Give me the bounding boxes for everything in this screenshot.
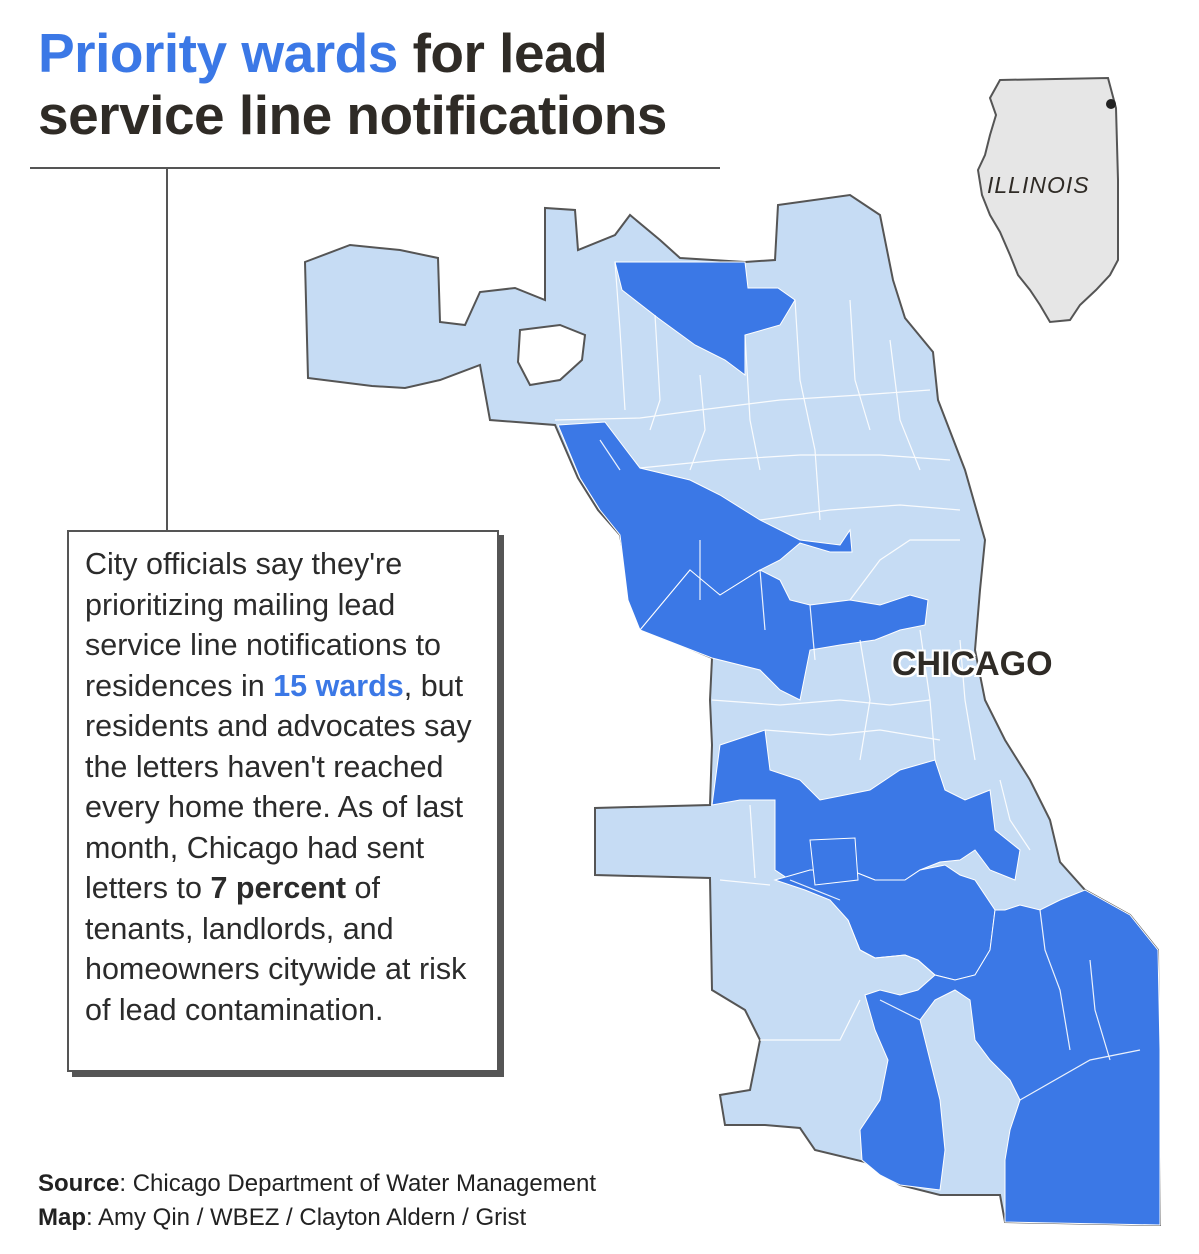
callout-leader-line [166,168,168,530]
title-divider [30,167,720,169]
page-title: Priority wards for lead service line not… [38,22,738,146]
map-credit-label: Map [38,1204,86,1231]
illinois-state-shape [976,76,1119,324]
priority-wards [557,261,1161,1226]
ward-boundaries [554,261,1141,1101]
callout-wards-highlight: 15 wards [273,668,404,703]
illinois-inset [976,76,1119,324]
source-text: : Chicago Department of Water Management [119,1170,597,1197]
chicago-label: CHICAGO [892,645,1053,683]
source-label: Source [38,1170,120,1197]
credits: Source: Chicago Department of Water Mana… [38,1167,596,1235]
source-line: Source: Chicago Department of Water Mana… [38,1167,596,1201]
chicago-location-dot [1106,99,1116,109]
callout-text-2: , but residents and advocates say the le… [85,668,472,906]
title-line-2: service line notifications [38,84,667,146]
lake-cutout [516,323,587,387]
callout-text-3: of tenants, landlords, and homeowners ci… [85,871,467,1027]
priority-ward [809,837,859,886]
priority-ward [847,889,1161,1226]
priority-ward [711,729,1021,881]
callout-box: City officials say they're prioritizing … [67,530,499,1072]
callout-text-1: City officials say they're prioritizing … [85,547,442,703]
map-credit-line: Map: Amy Qin / WBEZ / Clayton Aldern / G… [38,1201,596,1235]
map-credit-text: : Amy Qin / WBEZ / Clayton Aldern / Gris… [86,1204,527,1231]
callout-percent-highlight: 7 percent [210,871,347,905]
priority-ward [557,421,853,631]
title-rest: for lead [397,22,608,84]
title-highlight: Priority wards [38,22,398,84]
priority-ward [639,569,929,701]
illinois-label: ILLINOIS [987,172,1090,198]
